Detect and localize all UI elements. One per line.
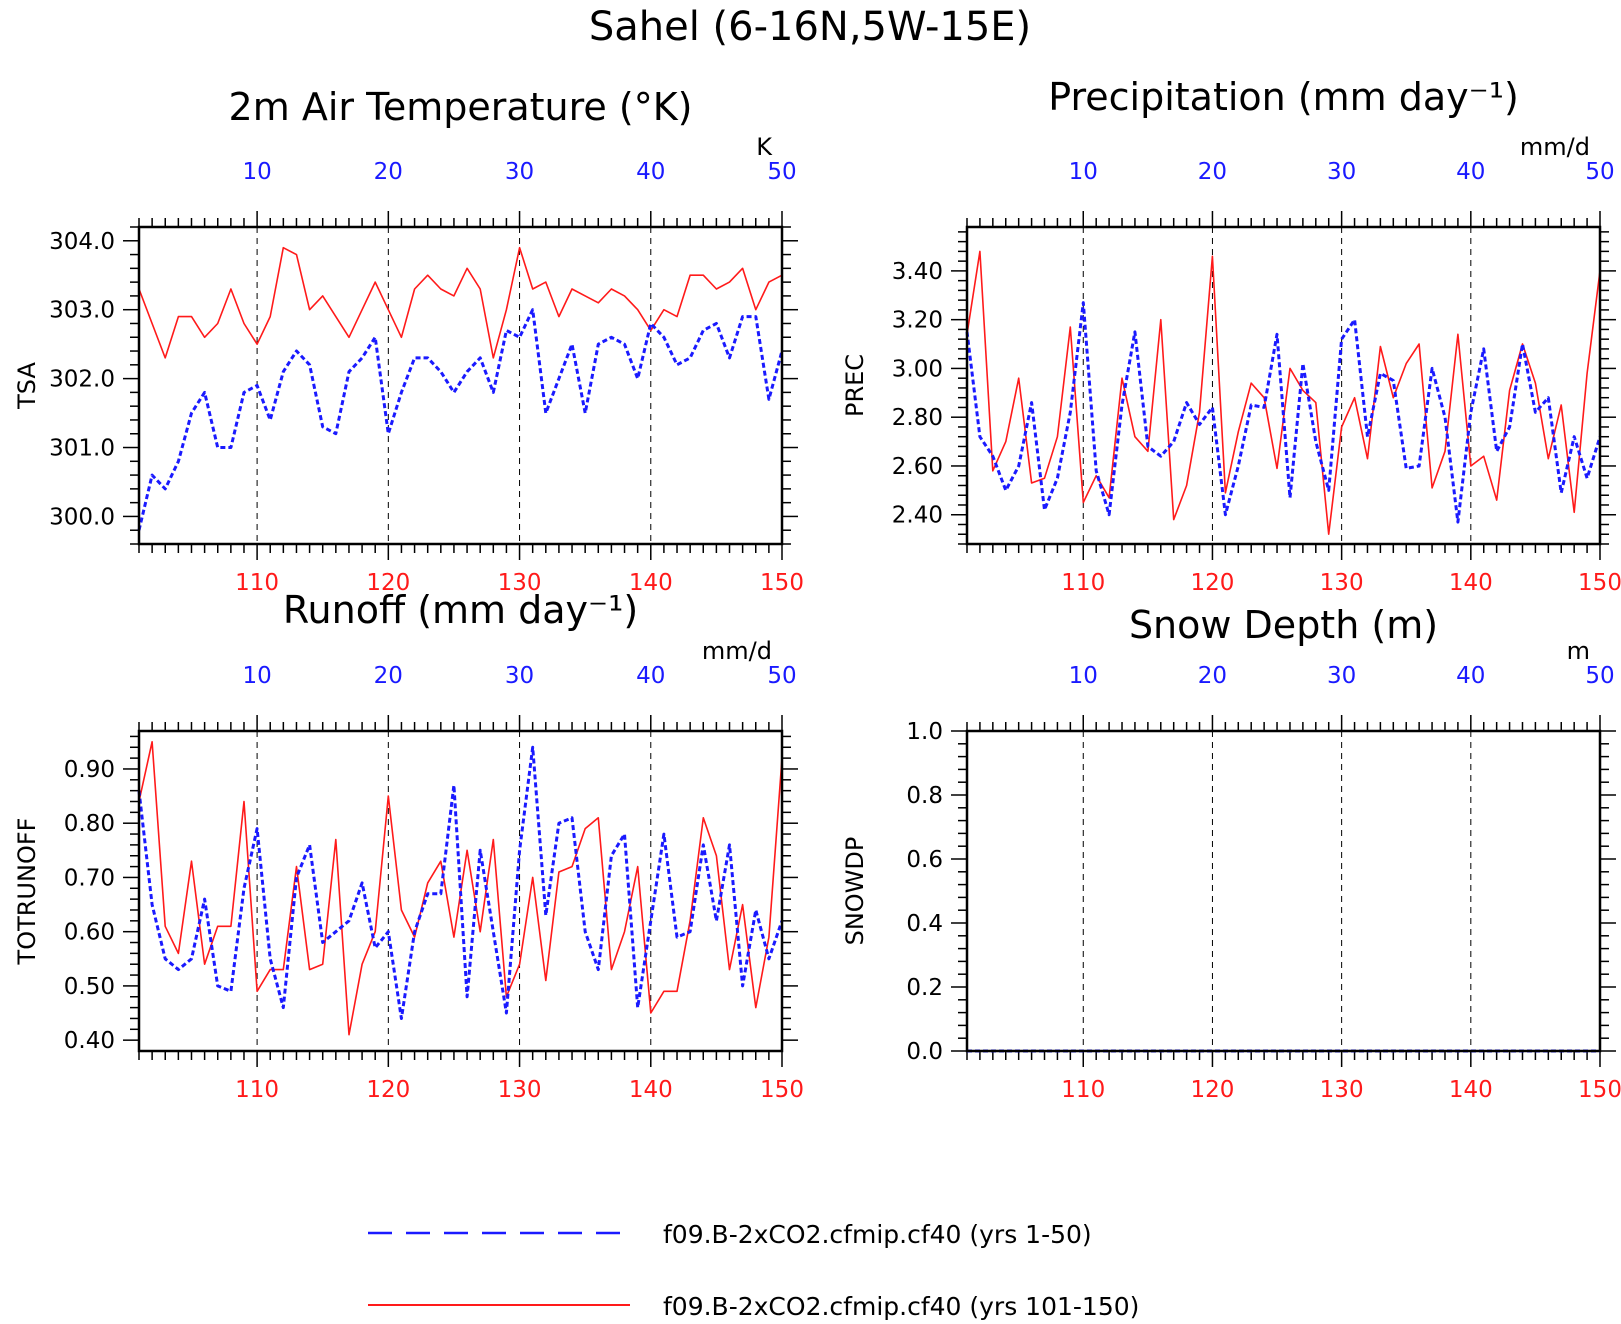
units-label: mm/d [702,637,772,665]
y-tick-label: 300.0 [49,504,115,530]
y-tick-label: 301.0 [49,436,115,462]
x-tick-label-top: 40 [1456,663,1485,689]
x-tick-label-bottom: 130 [498,1077,542,1103]
legend-label-yrs-101-150: f09.B-2xCO2.cfmip.cf40 (yrs 101-150) [663,1292,1139,1321]
x-tick-label-bottom: 110 [235,1077,279,1103]
plot-frame [965,729,1602,1053]
series-line-yrs-1-50 [137,745,784,1020]
y-tick-label: 302.0 [49,367,115,393]
x-tick-label-top: 10 [242,159,271,185]
x-tick-label-top: 20 [374,663,403,689]
panel-title: Snow Depth (m) [1129,603,1438,647]
x-tick-label-top: 40 [636,663,665,689]
x-tick-label-bottom: 140 [1449,1077,1493,1103]
x-tick-label-top: 40 [636,159,665,185]
y-tick-label: 3.00 [892,356,943,382]
y-tick-label: 303.0 [49,298,115,324]
x-tick-label-top: 50 [1585,159,1614,185]
x-tick-label-top: 30 [1327,159,1356,185]
y-tick-label: 0.80 [64,811,115,837]
plot-frame [137,729,784,1053]
x-tick-label-top: 50 [767,663,796,689]
y-tick-label: 0.2 [906,975,943,1001]
x-tick-label-bottom: 130 [1320,1077,1364,1103]
x-tick-label-bottom: 110 [235,570,279,596]
y-tick-label: 0.70 [64,865,115,891]
panel-title: 2m Air Temperature (°K) [229,85,693,129]
y-tick-label: 3.40 [892,259,943,285]
x-tick-label-bottom: 150 [760,1077,804,1103]
y-tick-label: 0.8 [906,783,943,809]
plot-frame [965,225,1602,546]
units-label: m [1567,637,1590,665]
x-tick-label-bottom: 120 [1190,1077,1234,1103]
y-tick-label: 0.4 [906,911,943,937]
series-line-yrs-101-150 [138,740,783,1036]
y-tick-label: 1.0 [906,719,943,745]
y-tick-label: 0.50 [64,974,115,1000]
y-tick-label: 304.0 [49,229,115,255]
x-tick-label-top: 30 [505,663,534,689]
figure-title: Sahel (6-16N,5W-15E) [589,4,1031,50]
units-label: mm/d [1520,133,1590,161]
x-tick-label-top: 40 [1456,159,1485,185]
chart-panel-4: Snow Depth (m) SNOWDP m 10 20 30 40 50 110 120 130… [841,603,1621,1103]
chart-panels: 2m Air Temperature (°K) TSA K 10 20 30 40 50 110… [13,75,1621,1103]
x-tick-label-bottom: 120 [366,1077,410,1103]
y-tick-label: 2.40 [892,503,943,529]
x-tick-label-bottom: 120 [366,570,410,596]
x-tick-label-top: 30 [1327,663,1356,689]
x-tick-label-top: 10 [242,663,271,689]
x-tick-label-bottom: 150 [1578,570,1621,596]
y-tick-label: 0.0 [906,1039,943,1065]
y-axis-label: TOTRUNOFF [13,818,41,966]
x-tick-label-bottom: 130 [498,570,542,596]
series-line-yrs-101-150 [966,250,1601,536]
x-tick-label-top: 10 [1069,663,1098,689]
x-tick-label-bottom: 110 [1061,570,1105,596]
x-tick-label-top: 50 [1585,663,1614,689]
y-axis-label: SNOWDP [841,837,869,946]
x-tick-label-top: 50 [767,159,796,185]
x-tick-label-bottom: 120 [1190,570,1234,596]
series-line-yrs-101-150 [138,246,783,359]
x-tick-label-bottom: 140 [629,570,673,596]
x-tick-label-bottom: 130 [1320,570,1364,596]
panel-title: Runoff (mm day⁻¹) [283,588,638,632]
y-tick-label: 0.90 [64,757,115,783]
legend-label-yrs-1-50: f09.B-2xCO2.cfmip.cf40 (yrs 1-50) [663,1220,1092,1249]
series-line-yrs-1-50 [965,301,1602,524]
x-tick-label-top: 10 [1069,159,1098,185]
x-tick-label-top: 20 [374,159,403,185]
y-tick-label: 2.60 [892,454,943,480]
y-tick-label: 3.20 [892,308,943,334]
y-tick-label: 0.60 [64,920,115,946]
legend: f09.B-2xCO2.cfmip.cf40 (yrs 1-50) f09.B-… [368,1220,1139,1321]
plot-frame [137,225,784,546]
y-axis-label: PREC [841,354,869,417]
x-tick-label-bottom: 140 [1449,570,1493,596]
chart-panel-1: 2m Air Temperature (°K) TSA K 10 20 30 40 50 110… [13,85,804,596]
x-tick-label-bottom: 150 [760,570,804,596]
x-tick-label-bottom: 140 [629,1077,673,1103]
x-tick-label-bottom: 150 [1578,1077,1621,1103]
y-tick-label: 2.80 [892,405,943,431]
series-line-yrs-1-50 [137,308,784,531]
y-axis-label: TSA [13,362,41,410]
y-tick-label: 0.6 [906,847,943,873]
x-tick-label-top: 20 [1198,663,1227,689]
units-label: K [756,133,773,161]
x-tick-label-bottom: 110 [1061,1077,1105,1103]
chart-panel-2: Precipitation (mm day⁻¹) PREC mm/d 10 20 30 40… [841,75,1621,596]
x-tick-label-top: 30 [505,159,534,185]
y-tick-label: 0.40 [64,1028,115,1054]
panel-title: Precipitation (mm day⁻¹) [1048,75,1519,119]
chart-panel-3: Runoff (mm day⁻¹) TOTRUNOFF mm/d 10 20 30 40 50… [13,588,804,1103]
x-tick-label-top: 20 [1198,159,1227,185]
